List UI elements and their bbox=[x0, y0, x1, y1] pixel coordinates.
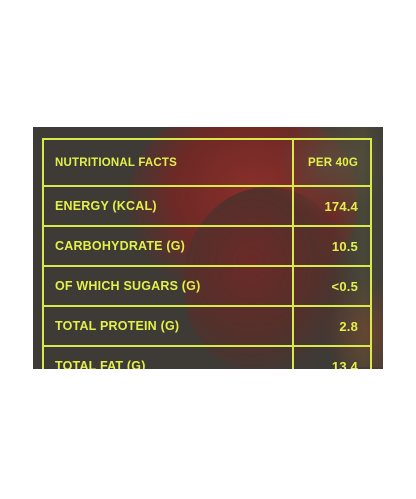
table-row: TOTAL FAT (G) 13.4 bbox=[44, 347, 370, 369]
row-label: TOTAL FAT (G) bbox=[44, 347, 294, 369]
row-label: ENERGY (KCAL) bbox=[44, 187, 294, 225]
row-value: <0.5 bbox=[331, 278, 358, 294]
packaging-sheen bbox=[333, 127, 383, 367]
table-row: ENERGY (KCAL) 174.4 bbox=[44, 187, 370, 227]
packaging-texture bbox=[278, 127, 383, 217]
row-value: 10.5 bbox=[331, 238, 358, 254]
nutrition-facts-table: NUTRITIONAL FACTS PER 40G ENERGY (KCAL) … bbox=[42, 138, 372, 369]
row-label: TOTAL PROTEIN (G) bbox=[44, 307, 294, 345]
row-label: CARBOHYDRATE (G) bbox=[44, 227, 294, 265]
package-photo: NUTRITIONAL FACTS PER 40G ENERGY (KCAL) … bbox=[33, 127, 383, 369]
header-serving-size: PER 40G bbox=[308, 156, 358, 169]
table-row: CARBOHYDRATE (G) 10.5 bbox=[44, 227, 370, 267]
table-row: OF WHICH SUGARS (G) <0.5 bbox=[44, 267, 370, 307]
table-header-row: NUTRITIONAL FACTS PER 40G bbox=[44, 140, 370, 187]
row-value: 174.4 bbox=[324, 198, 358, 214]
header-label: NUTRITIONAL FACTS bbox=[44, 140, 294, 185]
row-label: OF WHICH SUGARS (G) bbox=[44, 267, 294, 305]
row-value: 2.8 bbox=[339, 318, 358, 334]
row-value: 13.4 bbox=[331, 358, 358, 370]
table-row: TOTAL PROTEIN (G) 2.8 bbox=[44, 307, 370, 347]
